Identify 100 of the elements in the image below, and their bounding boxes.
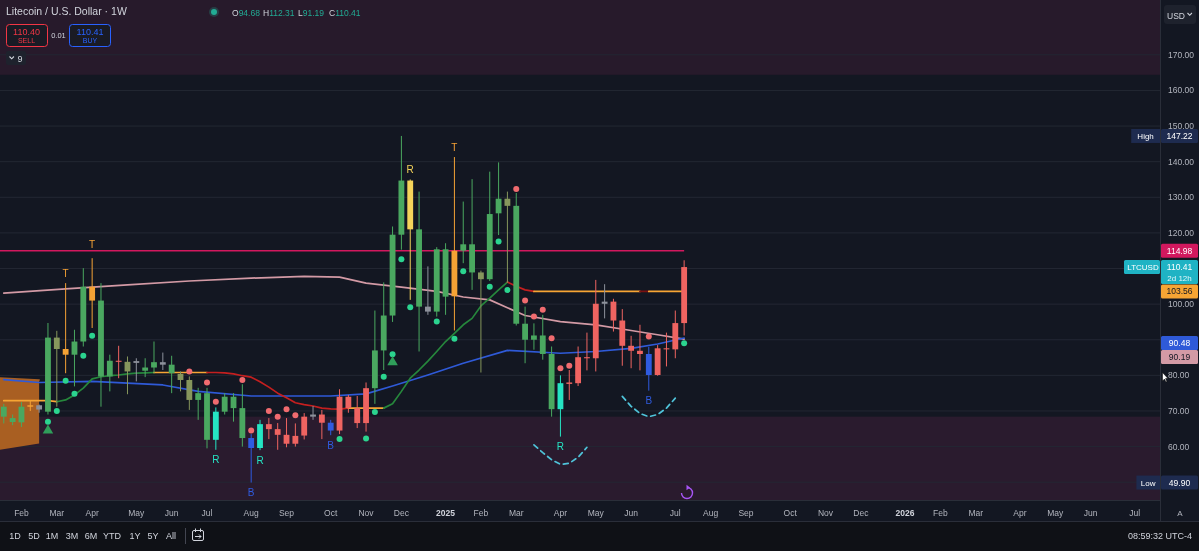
candlestick bbox=[628, 335, 635, 369]
annotation: 103.56 bbox=[1166, 286, 1193, 297]
text: 1Y bbox=[129, 531, 141, 541]
text: 90.19 bbox=[1168, 351, 1191, 362]
text: Litecoin / U.S. Dollar · 1W bbox=[6, 5, 127, 17]
point bbox=[44, 418, 51, 425]
text: 1D bbox=[9, 531, 22, 541]
x-tick-label: Jul bbox=[201, 508, 213, 518]
point bbox=[387, 356, 398, 366]
candlestick bbox=[292, 422, 299, 448]
annotation: R bbox=[256, 454, 264, 466]
text: USD bbox=[1167, 10, 1185, 21]
point bbox=[89, 332, 96, 339]
candlestick bbox=[354, 395, 361, 429]
candlestick bbox=[257, 419, 263, 451]
point bbox=[530, 313, 537, 320]
candlestick bbox=[584, 332, 590, 371]
candlestick bbox=[265, 417, 272, 440]
point bbox=[265, 407, 272, 414]
text: 110.41 bbox=[1166, 262, 1193, 272]
y-tick-label: 100.00 bbox=[1168, 299, 1195, 310]
annotation: R bbox=[406, 163, 414, 175]
line-series bbox=[533, 443, 588, 466]
x-tick-label: Oct bbox=[783, 508, 798, 518]
candlestick bbox=[151, 341, 157, 374]
annotation: 49.90 bbox=[1168, 477, 1191, 488]
y-tick-label: 120.00 bbox=[1168, 227, 1195, 238]
x-tick-label: Mar bbox=[508, 508, 524, 518]
point bbox=[495, 238, 502, 245]
candlestick bbox=[637, 324, 643, 371]
point bbox=[62, 377, 69, 384]
x-tick-label: Apr bbox=[553, 508, 568, 518]
text: A bbox=[1177, 509, 1184, 518]
x-tick-label: Jun bbox=[1083, 508, 1098, 518]
x-tick-label: Mar bbox=[49, 508, 65, 518]
candlestick bbox=[62, 282, 69, 374]
point bbox=[566, 362, 573, 369]
x-tick-label: Feb bbox=[933, 508, 948, 518]
x-tick-label: Jul bbox=[1129, 508, 1141, 518]
point bbox=[486, 283, 493, 290]
candlestick bbox=[274, 422, 281, 451]
annotation: O94.68 bbox=[232, 8, 261, 18]
candlestick bbox=[0, 403, 7, 424]
point bbox=[274, 413, 281, 420]
annotation: 110.40 bbox=[13, 26, 40, 37]
candlestick bbox=[195, 387, 202, 421]
line-series bbox=[206, 371, 350, 411]
annotation: R bbox=[212, 454, 220, 466]
x-tick-label: Jun bbox=[164, 508, 179, 518]
text: 5Y bbox=[147, 531, 159, 541]
text: 2d 12h bbox=[1167, 274, 1192, 283]
point bbox=[407, 304, 414, 311]
point bbox=[239, 376, 246, 383]
candlestick bbox=[115, 345, 122, 379]
point bbox=[557, 365, 564, 372]
annotation: R bbox=[556, 441, 565, 453]
candlestick bbox=[53, 330, 60, 408]
candlestick bbox=[539, 314, 546, 361]
y-tick-label: 130.00 bbox=[1168, 192, 1195, 203]
candlestick bbox=[495, 161, 502, 236]
y-tick-label: 60.00 bbox=[1168, 441, 1190, 452]
point bbox=[504, 286, 511, 293]
point bbox=[389, 351, 396, 358]
point bbox=[292, 412, 299, 419]
annotation: B bbox=[247, 487, 255, 499]
point bbox=[80, 352, 87, 359]
x-tick-label: Aug bbox=[243, 508, 260, 518]
point bbox=[398, 256, 405, 263]
point bbox=[548, 335, 555, 342]
point bbox=[283, 406, 290, 413]
annotation: C110.41 bbox=[329, 8, 361, 18]
y-tick-label: 170.00 bbox=[1168, 49, 1195, 60]
y-tick-label: 80.00 bbox=[1168, 370, 1190, 381]
line-series bbox=[382, 281, 509, 409]
y-tick-label: 70.00 bbox=[1168, 405, 1190, 416]
candlestick bbox=[89, 257, 96, 329]
y-tick-label: 150.00 bbox=[1168, 121, 1195, 132]
annotation: T bbox=[89, 239, 96, 251]
x-tick-label: May bbox=[128, 508, 146, 518]
text: All bbox=[165, 531, 177, 541]
x-tick-label: 2026 bbox=[895, 508, 915, 518]
point bbox=[433, 318, 440, 325]
annotation: High bbox=[1137, 131, 1154, 141]
x-tick-label: Nov bbox=[817, 508, 834, 518]
candlestick bbox=[460, 201, 467, 264]
candlestick bbox=[301, 412, 308, 440]
candlestick bbox=[186, 375, 193, 411]
x-tick-label: Dec bbox=[853, 508, 870, 518]
candlestick bbox=[221, 392, 228, 416]
point bbox=[53, 407, 60, 414]
candlestick bbox=[142, 357, 149, 378]
x-tick-label: Sep bbox=[278, 508, 295, 518]
point bbox=[71, 390, 78, 397]
candlestick bbox=[478, 270, 484, 374]
text: 6M bbox=[84, 531, 98, 541]
line-series bbox=[621, 395, 677, 418]
point bbox=[380, 373, 387, 380]
annotation: Low bbox=[1140, 478, 1156, 488]
annotation: B bbox=[327, 439, 335, 451]
text: 5D bbox=[28, 531, 41, 541]
